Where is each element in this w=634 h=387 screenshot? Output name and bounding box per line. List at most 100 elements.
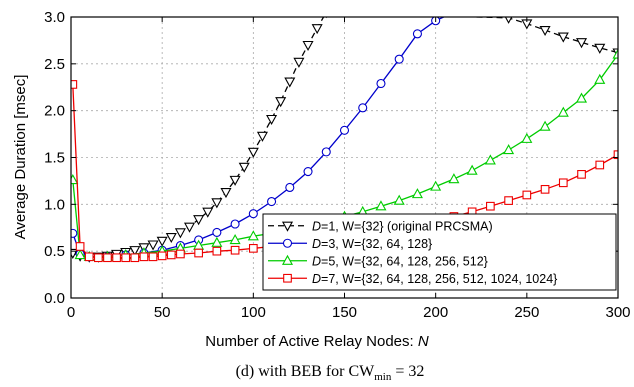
series-3-point bbox=[594, 73, 606, 84]
x-tick-label: 0 bbox=[67, 304, 75, 321]
series-2-point bbox=[358, 103, 368, 113]
series-1-point bbox=[220, 188, 232, 199]
series-3-point bbox=[557, 106, 569, 117]
series-1-point bbox=[293, 57, 305, 68]
series-2-point bbox=[71, 228, 78, 238]
series-4-point bbox=[540, 184, 550, 194]
series-3-point bbox=[74, 248, 86, 260]
series-3-point bbox=[393, 194, 405, 205]
x-tick-label: 100 bbox=[241, 304, 266, 321]
series-2-point bbox=[230, 219, 240, 229]
y-tick-label: 1.5 bbox=[44, 150, 65, 167]
y-tick-label: 0.5 bbox=[44, 243, 65, 260]
series-4-point bbox=[166, 250, 176, 260]
series-2-point bbox=[376, 78, 386, 89]
series-1-point bbox=[539, 25, 551, 37]
series-1-point bbox=[193, 215, 205, 226]
x-axis-label: Number of Active Relay Nodes: N bbox=[205, 333, 429, 350]
y-tick-label: 3.0 bbox=[44, 9, 65, 26]
series-1-point bbox=[202, 207, 214, 218]
y-tick-label: 0.0 bbox=[44, 290, 65, 307]
series-1-point bbox=[504, 17, 513, 24]
y-tick-label: 1.0 bbox=[44, 196, 65, 213]
series-3-point bbox=[448, 173, 460, 184]
series-3-point bbox=[484, 154, 496, 165]
series-4-point bbox=[84, 252, 94, 262]
series-1-point bbox=[576, 38, 588, 49]
series-3-point bbox=[211, 236, 223, 247]
x-tick-label: 150 bbox=[332, 304, 357, 321]
series-1-point bbox=[229, 175, 241, 186]
series-2-point bbox=[212, 227, 222, 237]
x-tick-label: 300 bbox=[605, 304, 630, 321]
series-2-point bbox=[267, 196, 277, 207]
series-2-point bbox=[248, 209, 258, 219]
series-1-point bbox=[247, 147, 259, 158]
series-4-point bbox=[112, 253, 121, 263]
series-1-point bbox=[557, 32, 569, 43]
x-tick-label: 200 bbox=[423, 304, 448, 321]
series-2-point bbox=[339, 125, 350, 135]
y-tick-label: 2.5 bbox=[44, 56, 65, 73]
series-4-point bbox=[595, 160, 605, 170]
series-2-point bbox=[303, 167, 313, 177]
series-3-point bbox=[539, 120, 551, 131]
series-4-point bbox=[75, 242, 85, 251]
series-1-point bbox=[266, 114, 278, 126]
series-2-point bbox=[450, 8, 458, 16]
series-2-point bbox=[468, 8, 476, 16]
series-2-point bbox=[412, 29, 422, 39]
series-3-point bbox=[466, 164, 478, 175]
legend-marker bbox=[281, 221, 294, 232]
series-4-point bbox=[148, 252, 158, 262]
series-1-point bbox=[302, 40, 314, 52]
legend-entry-4: D=7, W={32, 64, 128, 256, 512, 1024, 102… bbox=[312, 272, 557, 286]
series-4-point bbox=[157, 251, 167, 261]
legend-entry-2: D=3, W={32, 64, 128} bbox=[312, 237, 432, 251]
x-tick-label: 250 bbox=[514, 304, 539, 321]
legend-marker bbox=[281, 254, 294, 265]
series-4-point bbox=[230, 245, 240, 255]
series-1-point bbox=[256, 131, 268, 142]
x-tick-label: 50 bbox=[154, 304, 171, 321]
series-4-point bbox=[486, 201, 495, 211]
series-1-point bbox=[311, 24, 323, 35]
series-2-point bbox=[321, 147, 331, 157]
series-1-point bbox=[183, 222, 196, 233]
legend-entry-3: D=5, W={32, 64, 128, 256, 512} bbox=[312, 254, 488, 268]
series-4-point bbox=[212, 246, 222, 256]
series-4-point bbox=[504, 196, 513, 205]
series-3-point bbox=[229, 233, 241, 245]
series-3-point bbox=[411, 188, 423, 199]
series-4-point bbox=[121, 253, 131, 263]
series-4-point bbox=[103, 253, 112, 263]
legend-marker bbox=[282, 238, 293, 248]
series-3-point bbox=[71, 174, 79, 185]
series-3-point bbox=[521, 132, 533, 143]
series-1-point bbox=[325, 17, 327, 19]
series-1-point bbox=[238, 162, 250, 173]
series-1-point bbox=[174, 228, 186, 239]
series-3-point bbox=[576, 92, 588, 103]
series-4-point bbox=[130, 253, 140, 263]
series-2-point bbox=[285, 182, 295, 193]
series-4-point bbox=[94, 253, 103, 263]
legend-entry-1: D=1, W={32} (original PRCSMA) bbox=[312, 219, 493, 233]
series-3-point bbox=[612, 48, 618, 59]
y-axis-label: Average Duration [msec] bbox=[12, 75, 29, 240]
series-1-point bbox=[147, 240, 159, 251]
figure-caption: (d) with BEB for CWmin = 32 bbox=[236, 363, 425, 383]
legend-box bbox=[262, 213, 617, 291]
series-1-point bbox=[165, 232, 177, 244]
series-4-point bbox=[577, 170, 586, 179]
series-1-point bbox=[284, 77, 296, 88]
series-4-point bbox=[194, 248, 203, 258]
series-4-point bbox=[71, 80, 78, 89]
series-1-point bbox=[211, 198, 223, 209]
y-tick-label: 2.0 bbox=[44, 103, 65, 120]
series-1-point bbox=[275, 97, 287, 108]
series-4-point bbox=[522, 190, 532, 200]
series-3-point bbox=[430, 180, 442, 191]
series-3-point bbox=[247, 230, 259, 241]
